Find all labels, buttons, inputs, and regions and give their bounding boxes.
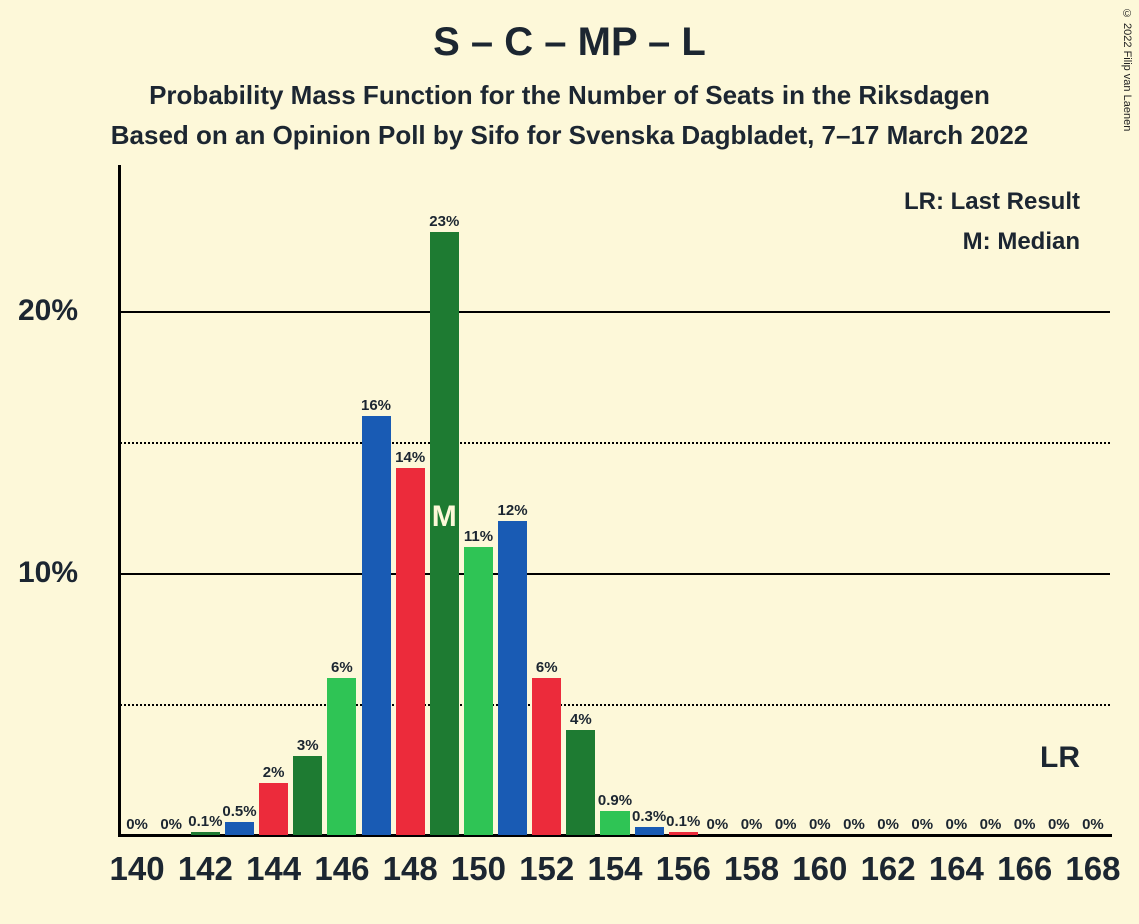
- bar-label: 0.1%: [666, 813, 700, 832]
- bar-label: 16%: [361, 397, 391, 416]
- bar-seat-145: 3%: [293, 756, 322, 835]
- bar-label: 0.5%: [222, 803, 256, 822]
- bar-label: 0%: [126, 816, 148, 835]
- median-marker: M: [432, 500, 457, 534]
- plot-area: LR: Last Result M: Median LR 0%0%0.1%0.5…: [120, 180, 1110, 835]
- bar-label: 23%: [429, 213, 459, 232]
- bar-seat-152: 6%: [532, 678, 561, 835]
- bar-label: 14%: [395, 449, 425, 468]
- bar-seat-156: 0.1%: [669, 832, 698, 835]
- x-tick-144: 144: [246, 850, 301, 888]
- y-axis-label: 10%: [18, 556, 134, 590]
- bar-label: 0%: [1082, 816, 1104, 835]
- chart-subtitle-1: Probability Mass Function for the Number…: [0, 80, 1139, 111]
- bar-label: 0%: [877, 816, 899, 835]
- bar-label: 0%: [946, 816, 968, 835]
- x-tick-148: 148: [383, 850, 438, 888]
- bar-label: 0%: [1048, 816, 1070, 835]
- bar-label: 0%: [843, 816, 865, 835]
- bar-label: 6%: [331, 659, 353, 678]
- chart-subtitle-2: Based on an Opinion Poll by Sifo for Sve…: [0, 120, 1139, 151]
- x-tick-166: 166: [997, 850, 1052, 888]
- bar-label: 11%: [464, 528, 493, 547]
- x-tick-152: 152: [519, 850, 574, 888]
- bar-seat-149: 23%M: [430, 232, 459, 835]
- bar-seat-147: 16%: [362, 416, 391, 835]
- bar-label: 3%: [297, 737, 319, 756]
- bar-seat-148: 14%: [396, 468, 425, 835]
- bar-label: 0%: [775, 816, 797, 835]
- x-tick-140: 140: [110, 850, 165, 888]
- bar-label: 0%: [160, 816, 182, 835]
- x-tick-154: 154: [587, 850, 642, 888]
- bar-label: 12%: [498, 502, 528, 521]
- x-tick-158: 158: [724, 850, 779, 888]
- x-tick-160: 160: [792, 850, 847, 888]
- bar-label: 0.9%: [598, 792, 632, 811]
- bar-seat-154: 0.9%: [600, 811, 629, 835]
- bar-label: 0%: [809, 816, 831, 835]
- bar-seat-143: 0.5%: [225, 822, 254, 835]
- x-tick-142: 142: [178, 850, 233, 888]
- bar-label: 0%: [1014, 816, 1036, 835]
- bar-label: 0%: [911, 816, 933, 835]
- bar-seat-151: 12%: [498, 521, 527, 835]
- bar-label: 0%: [707, 816, 729, 835]
- bar-label: 2%: [263, 764, 285, 783]
- x-tick-162: 162: [861, 850, 916, 888]
- bar-seat-150: 11%: [464, 547, 493, 835]
- x-tick-164: 164: [929, 850, 984, 888]
- bar-label: 6%: [536, 659, 558, 678]
- bar-seat-155: 0.3%: [635, 827, 664, 835]
- bar-seat-142: 0.1%: [191, 832, 220, 835]
- bars-container: 0%0%0.1%0.5%2%3%6%16%14%23%M11%12%6%4%0.…: [120, 180, 1110, 835]
- bar-label: 0%: [980, 816, 1002, 835]
- bar-label: 4%: [570, 711, 592, 730]
- x-tick-150: 150: [451, 850, 506, 888]
- bar-label: 0.1%: [188, 813, 222, 832]
- bar-label: 0.3%: [632, 808, 666, 827]
- bar-seat-146: 6%: [327, 678, 356, 835]
- bar-label: 0%: [741, 816, 763, 835]
- x-axis-ticks: 1401421441461481501521541561581601621641…: [120, 850, 1110, 900]
- bar-seat-153: 4%: [566, 730, 595, 835]
- bar-seat-144: 2%: [259, 783, 288, 835]
- x-tick-168: 168: [1065, 850, 1120, 888]
- chart-title: S – C – MP – L: [0, 20, 1139, 65]
- x-tick-146: 146: [314, 850, 369, 888]
- y-axis-label: 20%: [18, 294, 134, 328]
- x-tick-156: 156: [656, 850, 711, 888]
